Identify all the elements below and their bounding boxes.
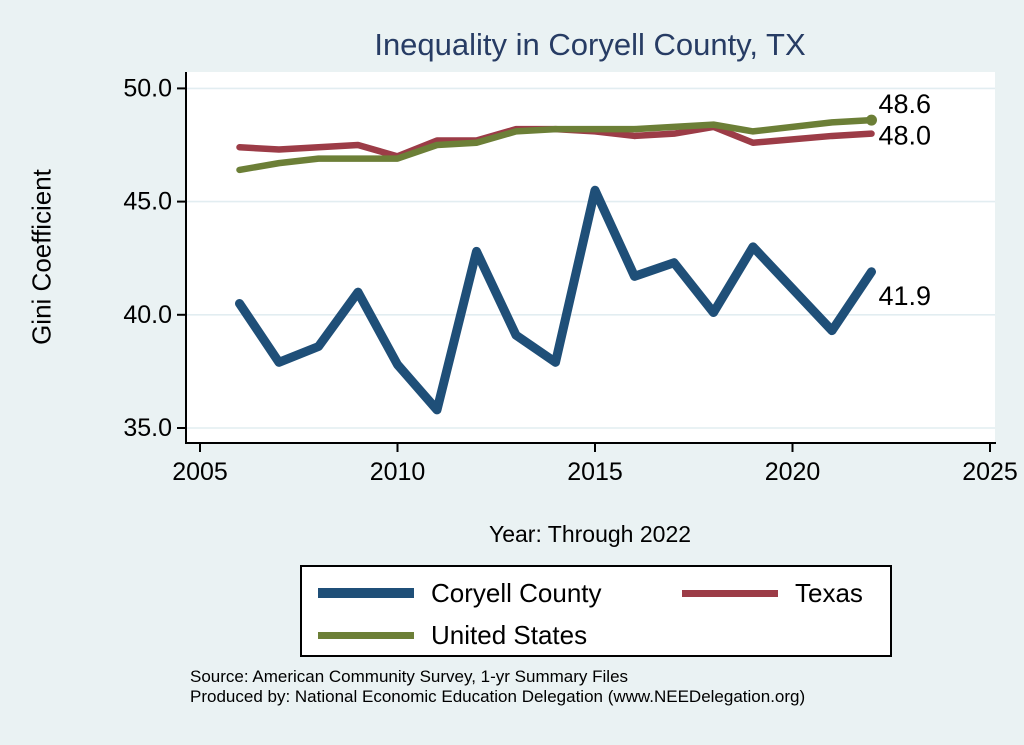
- y-tick-label: 45.0: [123, 188, 172, 216]
- x-tick-label: 2025: [962, 458, 1018, 486]
- x-tick-label: 2010: [370, 458, 426, 486]
- y-tick-label: 40.0: [123, 301, 172, 329]
- x-tick-label: 2015: [567, 458, 623, 486]
- legend-label: Coryell County: [431, 577, 602, 608]
- legend: Coryell County Texas United States: [300, 565, 892, 657]
- x-tick-label: 2005: [172, 458, 228, 486]
- produced-by-line: Produced by: National Economic Education…: [190, 687, 806, 706]
- legend-item-texas: Texas: [682, 577, 863, 609]
- chart-title: Inequality in Coryell County, TX: [374, 27, 806, 62]
- x-tick-label: 2020: [765, 458, 821, 486]
- source-line: Source: American Community Survey, 1-yr …: [190, 667, 629, 686]
- legend-label: United States: [431, 619, 588, 650]
- legend-label: Texas: [795, 577, 863, 608]
- end-label-coryell-county: 41.9: [879, 281, 932, 311]
- series-line-coryell-county: [235, 185, 876, 415]
- legend-item-coryell-county: Coryell County: [318, 577, 602, 609]
- y-tick-label: 50.0: [123, 74, 172, 102]
- united-states-end-marker: [866, 114, 877, 126]
- y-tick-label: 35.0: [123, 414, 172, 442]
- series-line-united-states: [236, 116, 875, 174]
- source-note: Source: American Community Survey, 1-yr …: [190, 667, 990, 707]
- coryell-county-line-swatch: [318, 588, 414, 598]
- legend-item-united-states: United States: [318, 619, 587, 651]
- x-axis-title: Year: Through 2022: [488, 521, 692, 547]
- united-states-line-swatch: [318, 631, 414, 639]
- end-label-united-states: 48.6: [879, 89, 932, 119]
- end-label-texas: 48.0: [879, 121, 932, 151]
- texas-line-swatch: [682, 589, 778, 597]
